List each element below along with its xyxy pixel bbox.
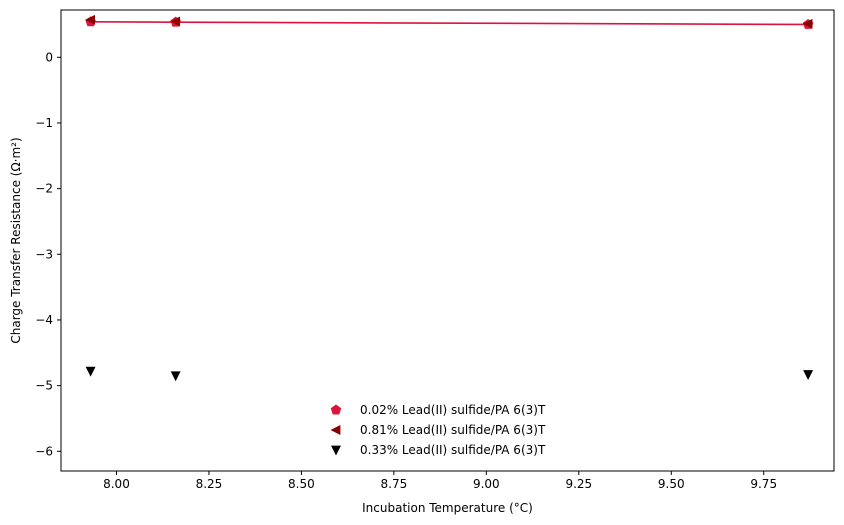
data-point-series-2 <box>802 18 813 29</box>
y-tick-label: −1 <box>35 116 53 130</box>
y-tick-label: −2 <box>35 182 53 196</box>
y-tick-label: −3 <box>35 247 53 261</box>
axes: 8.00 8.25 8.50 8.75 9.00 9.25 9.50 9.75 0 −1 −2 −3 −… <box>35 9 835 491</box>
data-point-series-2 <box>170 16 181 27</box>
x-tick-label: 8.25 <box>196 477 223 491</box>
data-point-series-3 <box>170 371 181 382</box>
x-tick-label: 9.25 <box>565 477 592 491</box>
x-tick-label: 9.75 <box>750 477 777 491</box>
x-tick-label: 8.75 <box>381 477 408 491</box>
data-point-series-2 <box>85 14 95 25</box>
legend-marker-1 <box>330 404 342 415</box>
data-point-series-3 <box>803 370 814 380</box>
legend-marker-2 <box>330 425 341 435</box>
legend-label-2: 0.81% Lead(II) sulfide/PA 6(3)T <box>360 423 546 437</box>
axes-frame <box>60 9 835 472</box>
legend: 0.02% Lead(II) sulfide/PA 6(3)T 0.81% Lea… <box>330 403 546 457</box>
y-tick-label: −4 <box>35 313 53 327</box>
y-tick-label: −6 <box>35 444 53 458</box>
x-axis-label: Incubation Temperature (°C) <box>362 501 533 515</box>
data-point-series-3 <box>85 366 96 377</box>
plot-area <box>85 14 814 382</box>
legend-label-1: 0.02% Lead(II) sulfide/PA 6(3)T <box>360 403 546 417</box>
y-tick-label: 0 <box>45 50 53 64</box>
y-axis-label: Charge Transfer Resistance (Ω·m²) <box>9 137 23 343</box>
x-tick-label: 8.00 <box>103 477 130 491</box>
x-tick-label: 8.50 <box>288 477 315 491</box>
fit-line <box>90 21 809 26</box>
y-tick-label: −5 <box>35 379 53 393</box>
x-tick-label: 9.00 <box>473 477 500 491</box>
legend-label-3: 0.33% Lead(II) sulfide/PA 6(3)T <box>360 443 546 457</box>
legend-marker-3 <box>331 445 341 456</box>
x-tick-label: 9.50 <box>658 477 685 491</box>
